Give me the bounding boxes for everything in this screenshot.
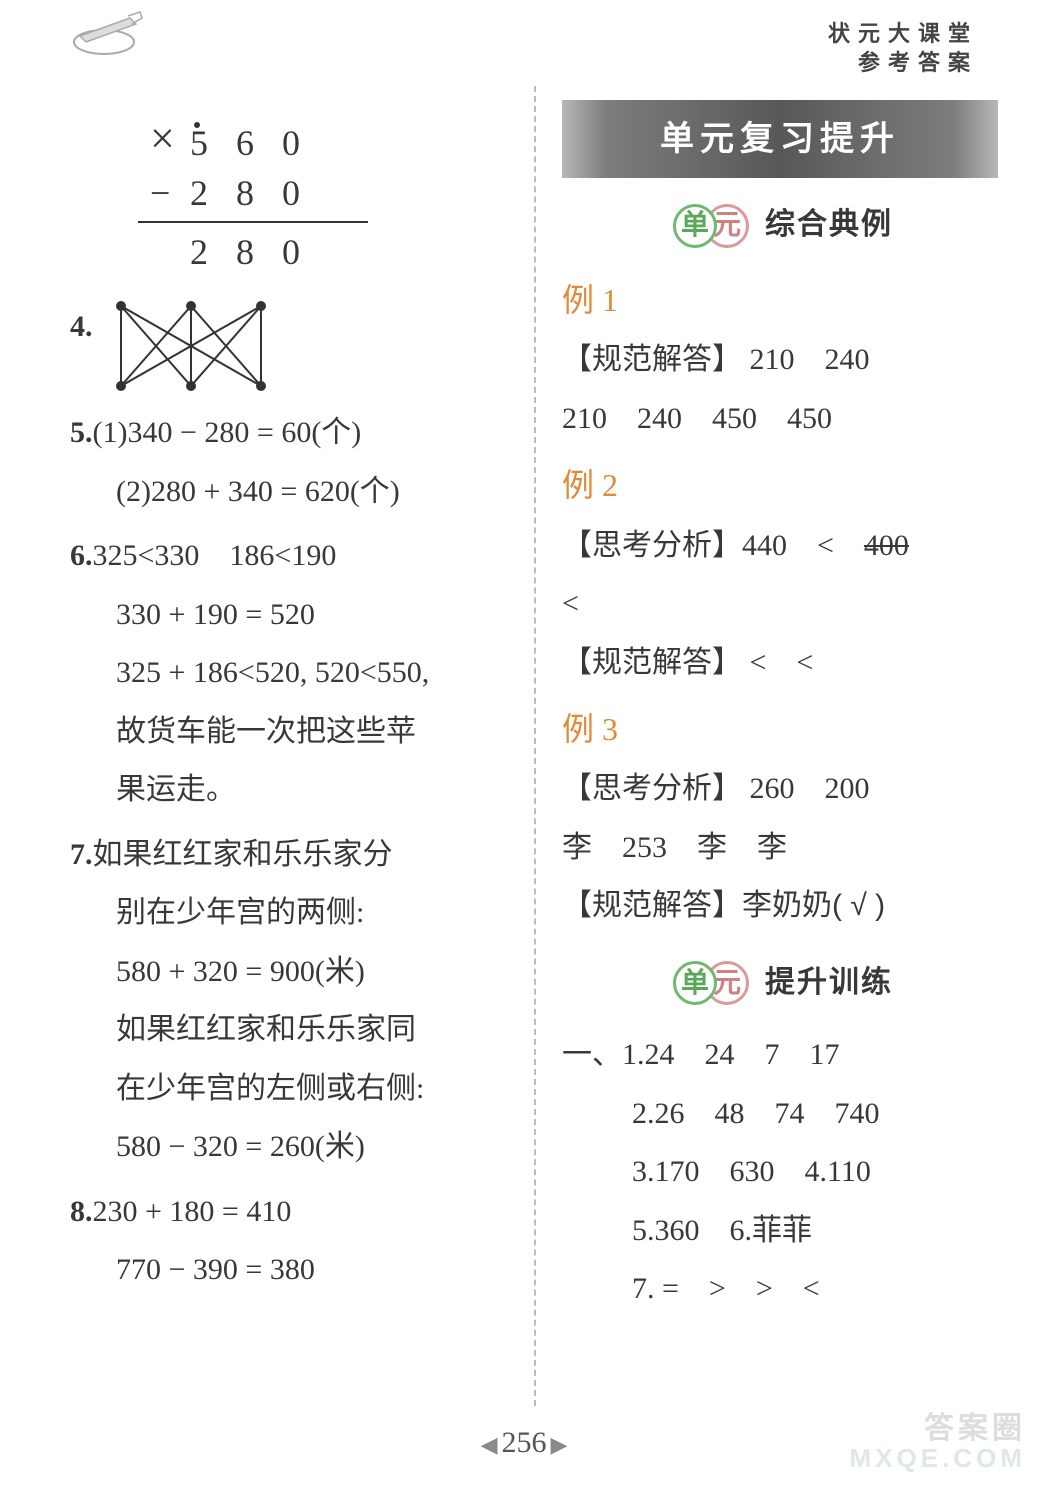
logo-icon [70,6,150,60]
train-l4: 5.360 6.菲菲 [562,1202,998,1261]
train-l2: 2.26 48 74 740 [562,1085,998,1144]
vcalc-r3: 280 [190,232,328,272]
train-l3: 3.170 630 4.110 [562,1143,998,1202]
vcalc-r2: 280 [190,173,328,213]
example-3-label: 例 3 [562,698,998,760]
ex3-line1: 【思考分析】 260 200 [562,760,998,819]
right-column: 单元复习提升 单 元 综合典例 例 1 【规范解答】 210 240 210 2… [534,86,1008,1406]
ex3-line3: 【规范解答】李奶奶( √ ) [562,877,998,936]
example-2-label: 例 2 [562,454,998,516]
ex1-line1: 【规范解答】 210 240 [562,331,998,390]
section2-title: 提升训练 [765,954,893,1013]
train-l1: 一、1.24 24 7 17 [562,1026,998,1085]
example-1-label: 例 1 [562,269,998,331]
watermark: 答案圈 MXQE.COM [850,1413,1026,1472]
unit-review-banner: 单元复习提升 [562,100,998,178]
ex3-line2: 李 253 李 李 [562,819,998,878]
ex1-line2: 210 240 450 450 [562,390,998,449]
item-8: 8.230 + 180 = 410 770 − 390 = 380 [70,1183,516,1300]
item-7: 7.如果红红家和乐乐家分 别在少年宫的两侧: 580 + 320 = 900(米… [70,826,516,1177]
wrong-mark: × [150,96,175,182]
vertical-subtraction: 560 −280 280 [150,96,368,277]
ex2-line3: 【规范解答】 < < [562,634,998,693]
section-badge-1: 单 元 综合典例 [562,196,998,255]
section1-title: 综合典例 [765,196,893,255]
header-line2: 参考答案 [828,49,978,78]
train-l5: 7. = > > < [562,1260,998,1319]
item-6: 6.325<330 186<190 330 + 190 = 520 325 + … [70,527,516,820]
vcalc-r1: 560 [190,123,328,163]
section-badge-2: 单 元 提升训练 [562,954,998,1013]
item-4: 4. [70,298,516,398]
left-column: × 560 −280 280 4. 5.(1)340 − 280 = 60(个)… [60,86,534,1406]
ex2-line2: < [562,575,998,634]
ex2-line1: 【思考分析】440 < 400 [562,517,998,576]
item4-num: 4. [70,298,93,357]
item-5: 5.(1)340 − 280 = 60(个) (2)280 + 340 = 62… [70,404,516,521]
page-header: 状元大课堂 参考答案 [60,20,1008,86]
badge-dan: 单 [673,204,717,248]
bipartite-graph [101,298,271,398]
header-line1: 状元大课堂 [828,20,978,49]
